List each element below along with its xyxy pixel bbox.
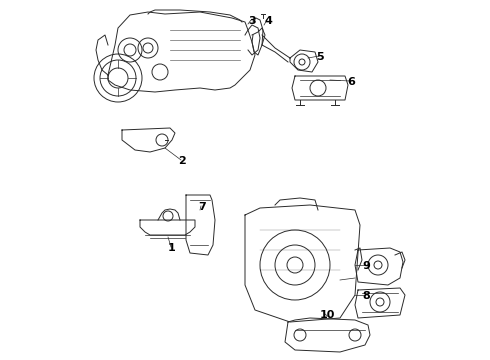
Text: 10: 10 bbox=[320, 310, 335, 320]
Text: 4: 4 bbox=[264, 16, 272, 26]
Text: 9: 9 bbox=[362, 261, 370, 271]
Text: 7: 7 bbox=[198, 202, 206, 212]
Text: 5: 5 bbox=[316, 52, 323, 62]
Text: 3: 3 bbox=[248, 16, 256, 26]
Text: 6: 6 bbox=[347, 77, 355, 87]
Text: 2: 2 bbox=[178, 156, 186, 166]
Text: 8: 8 bbox=[362, 291, 370, 301]
Text: 1: 1 bbox=[168, 243, 176, 253]
